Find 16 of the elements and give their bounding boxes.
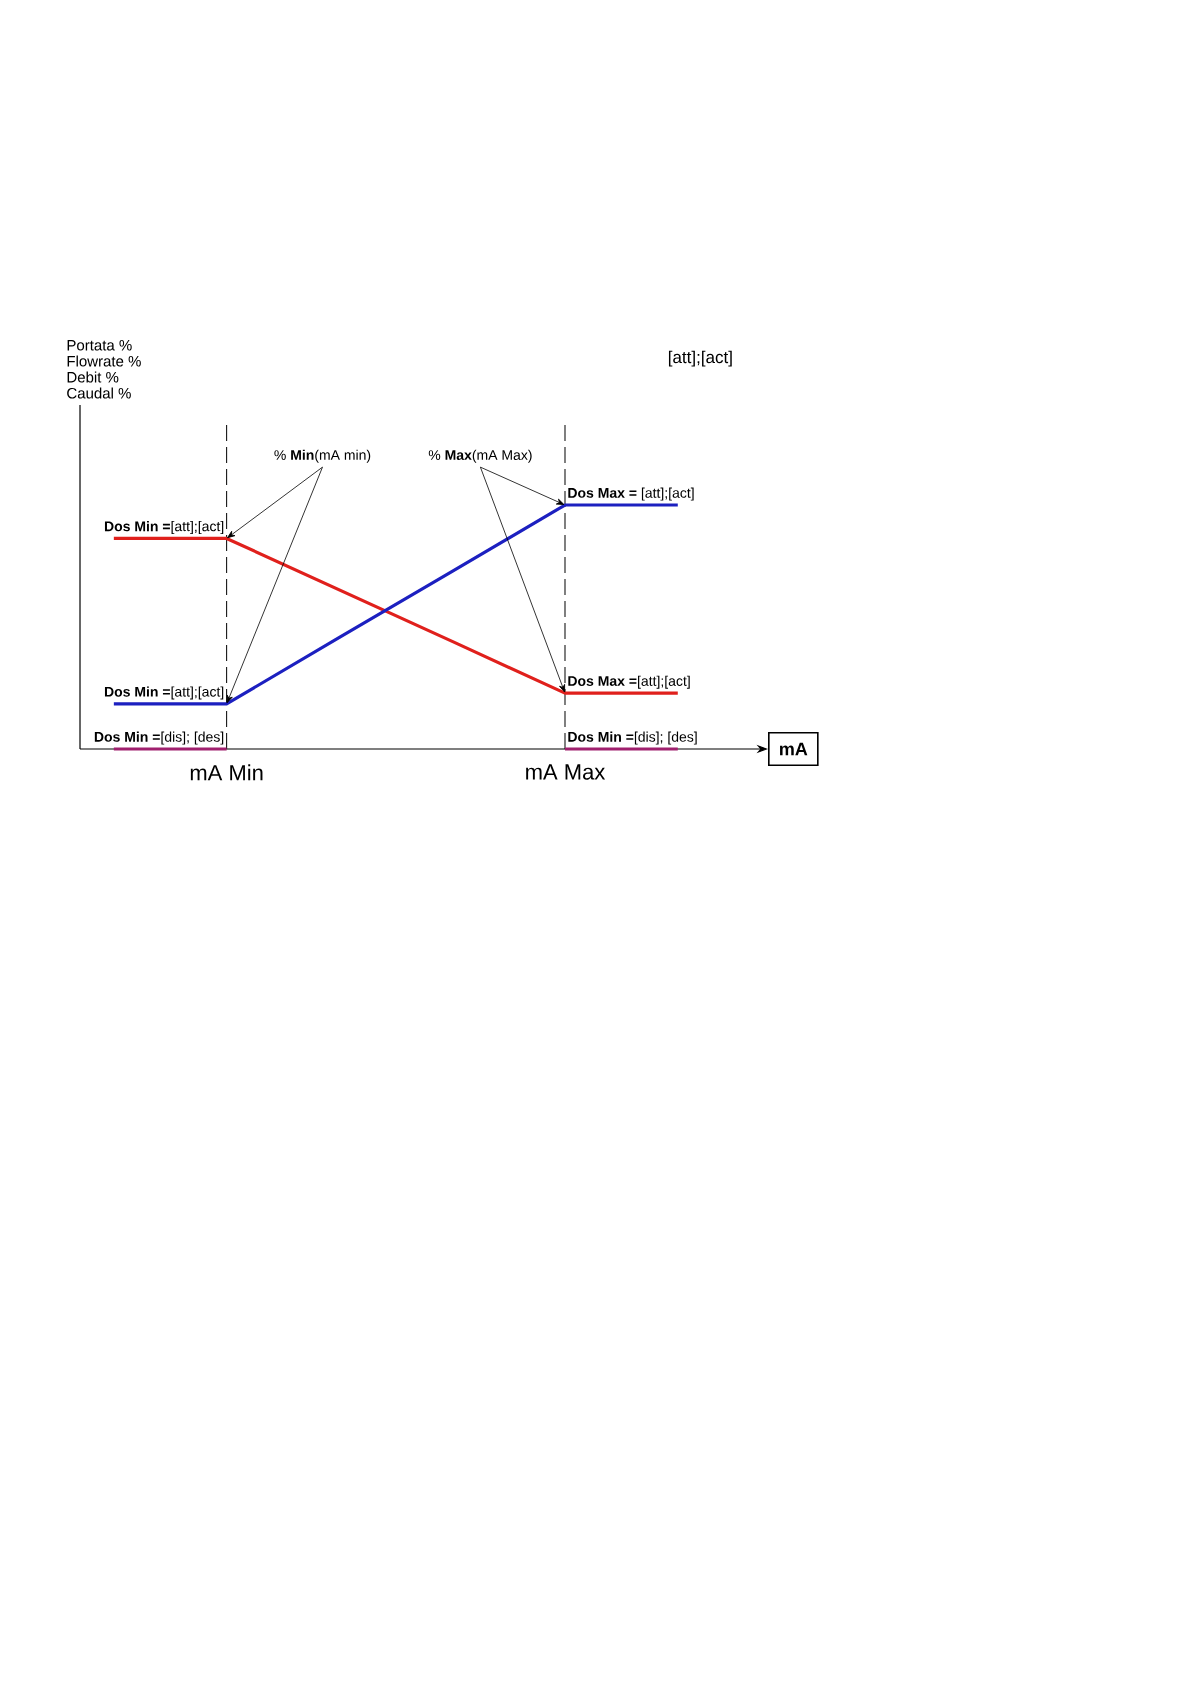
text: [att];[act] xyxy=(668,350,732,367)
annotation: Dos Min =[att];[act] xyxy=(104,521,224,535)
annotation: % Max(mA Max) xyxy=(428,449,532,463)
annotation: Dos Min =[att];[act] xyxy=(104,686,224,700)
x-tick-label: mA Min xyxy=(190,764,263,781)
x-tick-label: mA Max xyxy=(526,764,606,780)
text: Portata % xyxy=(67,340,132,351)
annotation: Dos Max =[att];[act] xyxy=(568,675,690,689)
annotation: Dos Min =[dis]; [des] xyxy=(94,731,224,745)
annotation: Dos Min =[dis]; [des] xyxy=(568,731,697,745)
annotation: % Min(mA min) xyxy=(274,449,371,463)
text: Debit % xyxy=(67,371,119,383)
annotation: Dos Max = [att];[act] xyxy=(568,487,694,501)
x-axis-title: mA xyxy=(780,742,808,756)
text: Flowrate % xyxy=(67,355,141,367)
text: Caudal % xyxy=(67,387,131,399)
